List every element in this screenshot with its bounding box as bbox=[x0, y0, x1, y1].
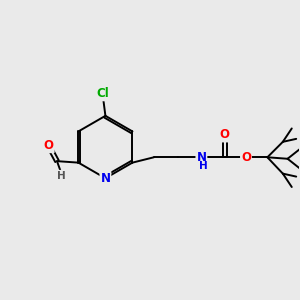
Text: N: N bbox=[196, 151, 206, 164]
Text: O: O bbox=[220, 128, 230, 142]
Text: O: O bbox=[44, 139, 54, 152]
Text: N: N bbox=[100, 172, 110, 185]
Text: O: O bbox=[241, 151, 251, 164]
Text: H: H bbox=[200, 161, 208, 171]
Text: H: H bbox=[57, 171, 66, 181]
Text: Cl: Cl bbox=[97, 87, 110, 100]
